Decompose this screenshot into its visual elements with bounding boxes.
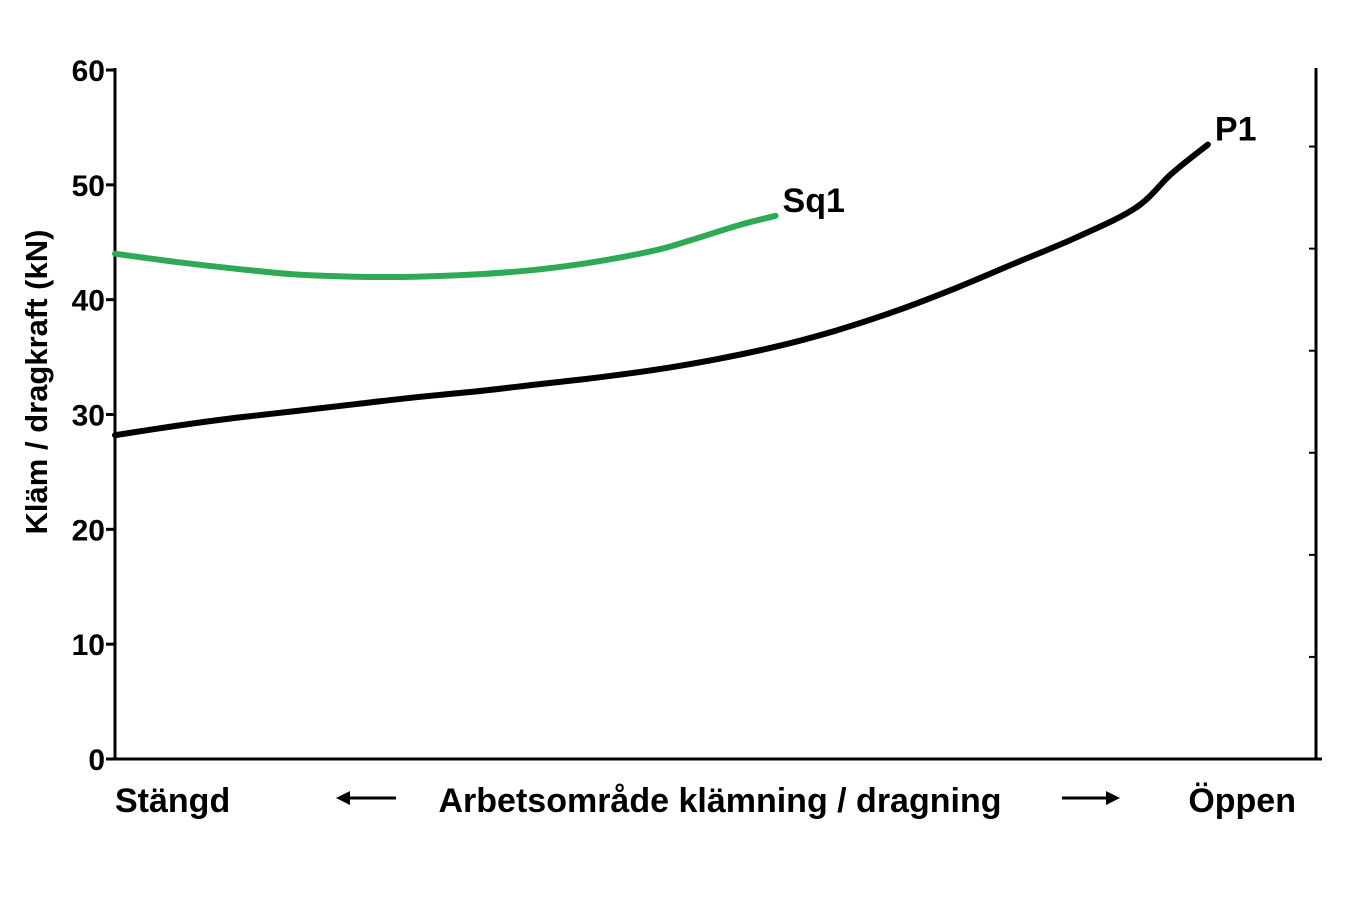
y-tick-label: 40 <box>72 285 105 318</box>
y-tick-label: 30 <box>72 400 105 433</box>
arrow-left-icon <box>336 791 396 805</box>
y-tick-label: 50 <box>72 170 105 203</box>
y-tick-label: 60 <box>72 55 105 88</box>
y-tick-label: 10 <box>72 629 105 662</box>
right-axis <box>1309 68 1318 759</box>
x-axis-label: Arbetsområde klämning / dragning <box>439 782 1002 820</box>
x-right-label: Öppen <box>1188 782 1296 820</box>
y-axis-label: Kläm / dragkraft (kN) <box>19 230 54 535</box>
y-axis: 0 10 20 30 40 50 60 <box>72 55 117 777</box>
y-tick-label: 0 <box>88 744 105 777</box>
arrow-right-icon <box>1062 791 1120 805</box>
series-line-sq1 <box>112 212 779 280</box>
series-line-p1 <box>112 141 1211 439</box>
series-label-p1: P1 <box>1215 111 1257 149</box>
x-left-label: Stängd <box>115 782 230 820</box>
y-tick-label: 20 <box>72 514 105 547</box>
series-label-sq1: Sq1 <box>783 182 845 220</box>
series-layer: Sq1 P1 <box>112 111 1257 439</box>
